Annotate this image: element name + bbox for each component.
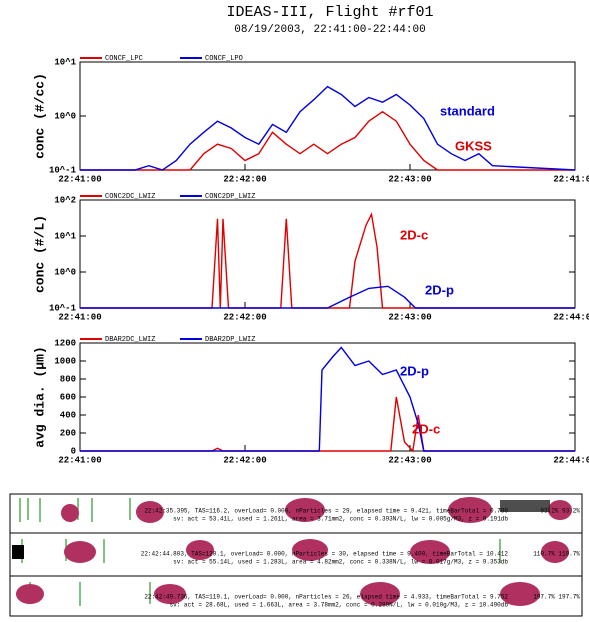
legend-label: CONCF_LPC bbox=[105, 55, 143, 63]
y-tick-label: 400 bbox=[60, 410, 76, 420]
subtitle: 08/19/2003, 22:41:00-22:44:00 bbox=[234, 24, 425, 36]
annotation: GKSS bbox=[455, 138, 492, 153]
x-tick-label: 22:42:00 bbox=[223, 312, 266, 322]
legend-label: CONCF_LPO bbox=[205, 55, 243, 63]
strip-info: 22:42:35.395, TAS=116.2, overLoad= 0.000… bbox=[144, 508, 508, 515]
strip-percent: 110.7% 110.7% bbox=[533, 551, 580, 558]
series-line bbox=[80, 348, 575, 452]
legend-label: CONC2DP_LWIZ bbox=[205, 193, 255, 201]
strip-info: 22:42:44.803, TAS=120.1, overLoad= 0.000… bbox=[141, 551, 509, 558]
series-line bbox=[80, 397, 575, 451]
y-tick-label: 1000 bbox=[54, 356, 76, 366]
y-tick-label: 800 bbox=[60, 374, 76, 384]
y-tick-label: 10^1 bbox=[54, 231, 76, 241]
x-tick-label: 22:43:00 bbox=[388, 312, 431, 322]
strip-info: sv: act = 55.14L, used = 1.283L, area = … bbox=[173, 559, 508, 566]
plot-frame bbox=[80, 343, 575, 451]
annotation: 2D-p bbox=[400, 363, 429, 378]
x-tick-label: 22:42:00 bbox=[223, 174, 266, 184]
y-axis-label: conc (#/cc) bbox=[32, 73, 47, 159]
strip-info: sv: act = 28.68L, used = 1.663L, area = … bbox=[170, 602, 509, 609]
x-tick-label: 22:43:00 bbox=[388, 455, 431, 465]
title: IDEAS-III, Flight #rf01 bbox=[226, 4, 433, 21]
y-tick-label: 200 bbox=[60, 428, 76, 438]
plot-frame bbox=[80, 200, 575, 308]
legend-label: DBAR2DC_LWIZ bbox=[105, 336, 155, 344]
legend-label: DBAR2DP_LWIZ bbox=[205, 336, 255, 344]
y-tick-label: 10^0 bbox=[54, 111, 76, 121]
y-axis-label: avg dia. (µm) bbox=[32, 346, 47, 447]
x-tick-label: 22:43:00 bbox=[388, 174, 431, 184]
legend-label: CONC2DC_LWIZ bbox=[105, 193, 155, 201]
y-axis-label: conc (#/L) bbox=[32, 215, 47, 293]
x-tick-label: 22:41:00 bbox=[58, 174, 101, 184]
annotation: 2D-c bbox=[412, 421, 440, 436]
series-line bbox=[80, 87, 575, 170]
figure: IDEAS-III, Flight #rf01 08/19/2003, 22:4… bbox=[0, 0, 589, 617]
y-tick-label: 10^1 bbox=[54, 57, 76, 67]
series-line bbox=[80, 112, 575, 170]
y-tick-label: 10^0 bbox=[54, 267, 76, 277]
x-tick-label: 22:41:00 bbox=[58, 312, 101, 322]
particle-image bbox=[12, 545, 24, 559]
x-tick-label: 22:42:00 bbox=[223, 455, 266, 465]
annotation: 2D-p bbox=[425, 282, 454, 297]
x-tick-label: 22:44:00 bbox=[553, 312, 589, 322]
strip-info: sv: act = 53.41L, used = 1.261L, area = … bbox=[173, 516, 508, 523]
strip-info: 22:42:49.736, TAS=119.1, overLoad= 0.000… bbox=[144, 594, 508, 601]
strip-percent: 93.2% 93.2% bbox=[540, 508, 580, 515]
series-line bbox=[80, 214, 575, 308]
x-tick-label: 22:41:00 bbox=[58, 455, 101, 465]
x-tick-label: 22:41:00 bbox=[553, 174, 589, 184]
annotation: 2D-c bbox=[400, 227, 428, 242]
y-tick-label: 1200 bbox=[54, 338, 76, 348]
annotation: standard bbox=[440, 103, 495, 118]
x-tick-label: 22:44:00 bbox=[553, 455, 589, 465]
strip-percent: 197.7% 197.7% bbox=[533, 594, 580, 601]
series-line bbox=[80, 286, 575, 308]
y-tick-label: 600 bbox=[60, 392, 76, 402]
page: {"title": "IDEAS-III, Flight #rf01", "su… bbox=[0, 0, 589, 617]
y-tick-label: 10^2 bbox=[54, 195, 76, 205]
